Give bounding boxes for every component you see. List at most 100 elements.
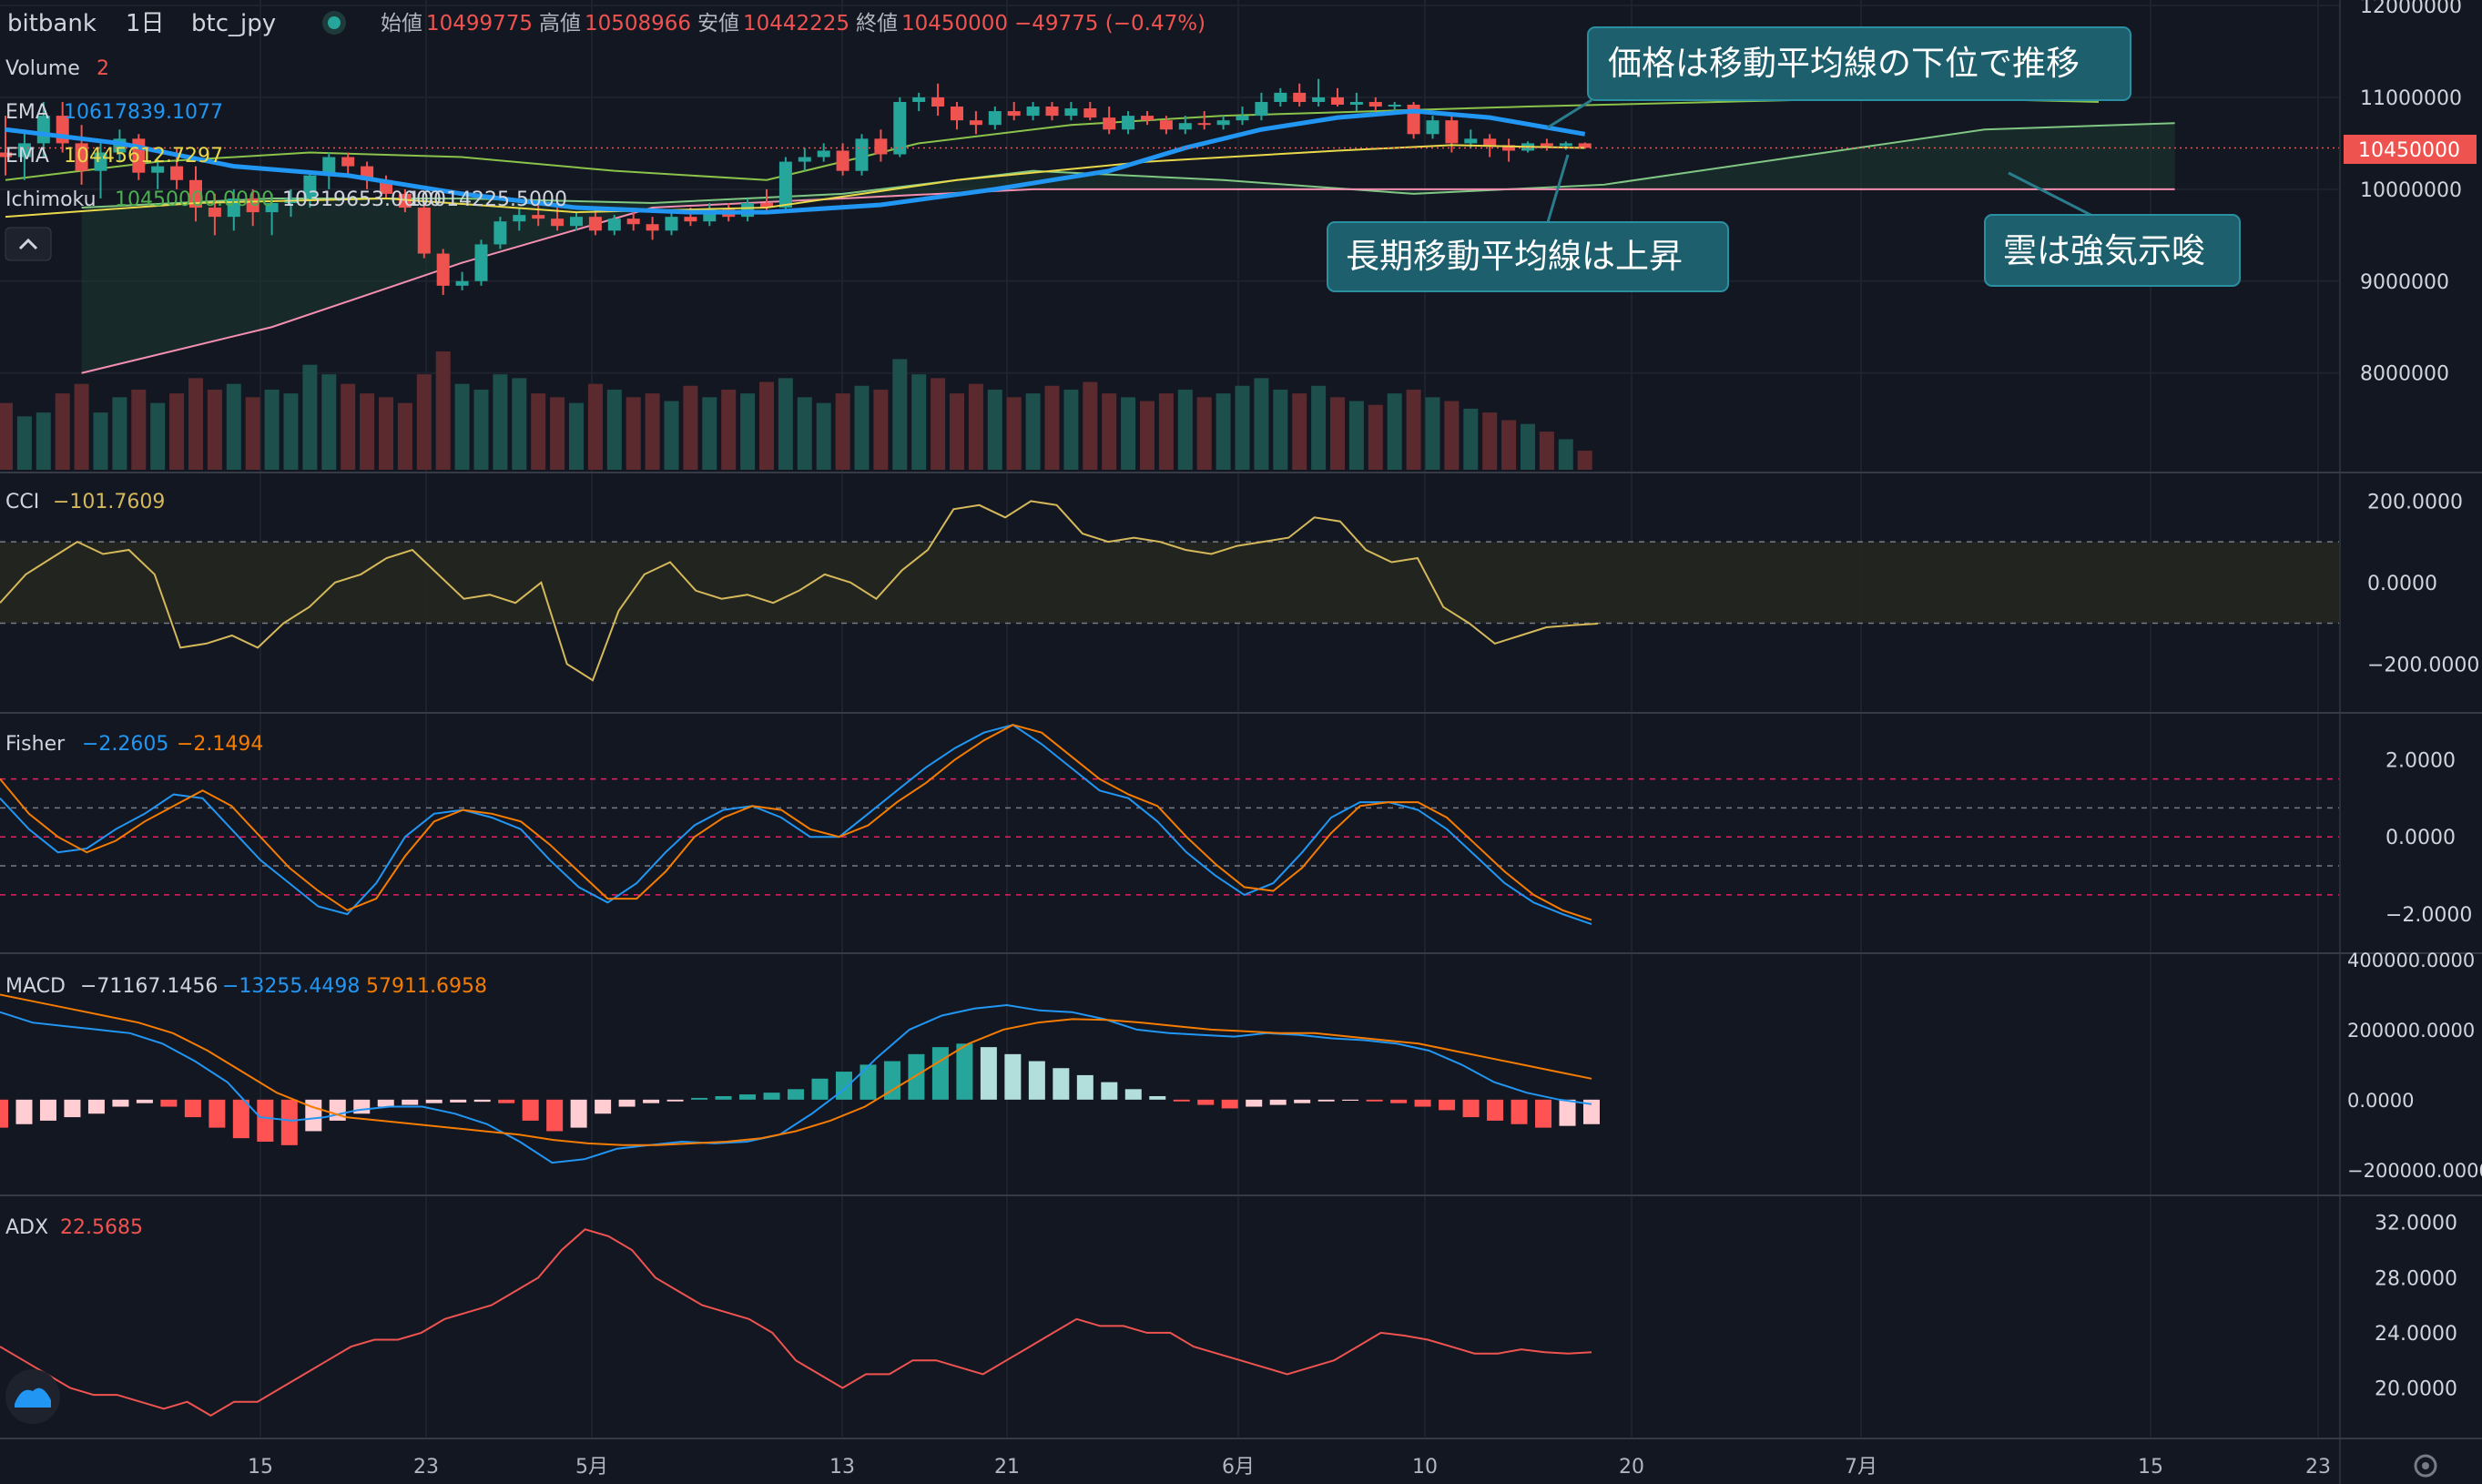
- candle-body[interactable]: [855, 138, 869, 171]
- candle-body[interactable]: [1349, 101, 1363, 106]
- candle-body[interactable]: [1483, 138, 1497, 146]
- candle-body[interactable]: [778, 161, 792, 208]
- ema1-legend-label[interactable]: EMA: [5, 101, 49, 124]
- candle-body[interactable]: [741, 203, 755, 218]
- candle-body[interactable]: [1464, 138, 1478, 144]
- candle-body[interactable]: [1064, 108, 1078, 117]
- macd-pane[interactable]: [0, 993, 1600, 1164]
- candle-body[interactable]: [455, 280, 469, 286]
- candle-body[interactable]: [1331, 97, 1344, 106]
- candle-body[interactable]: [836, 150, 849, 171]
- macd-legend-label[interactable]: MACD: [5, 975, 66, 998]
- candle-body[interactable]: [665, 217, 678, 231]
- candle-body[interactable]: [1122, 116, 1135, 130]
- candle-body[interactable]: [931, 97, 945, 107]
- interval-label[interactable]: 1日: [126, 10, 165, 37]
- candle-body[interactable]: [0, 152, 12, 158]
- candle-body[interactable]: [208, 208, 221, 218]
- candle-body[interactable]: [1197, 123, 1211, 126]
- candle-body[interactable]: [1559, 143, 1572, 147]
- ema-fast-line[interactable]: [5, 108, 1586, 215]
- candle-body[interactable]: [570, 217, 583, 227]
- candle-body[interactable]: [1255, 101, 1268, 117]
- candle-body[interactable]: [1216, 120, 1230, 126]
- candle-body[interactable]: [474, 244, 488, 281]
- candle-body[interactable]: [532, 215, 545, 219]
- pair-label[interactable]: btc_jpy: [191, 10, 276, 37]
- cci-line[interactable]: [0, 500, 1599, 682]
- candle-body[interactable]: [684, 217, 697, 222]
- fisher-trigger-line[interactable]: [0, 724, 1592, 921]
- candle-body[interactable]: [436, 253, 450, 286]
- candle-body[interactable]: [760, 203, 773, 208]
- candle-body[interactable]: [588, 217, 602, 231]
- candle-body[interactable]: [1045, 107, 1059, 117]
- candle-body[interactable]: [170, 166, 184, 180]
- candle-body[interactable]: [1388, 105, 1401, 107]
- candle-body[interactable]: [1083, 108, 1097, 118]
- candle-body[interactable]: [1274, 92, 1287, 102]
- candle-body[interactable]: [551, 219, 565, 227]
- macd-signal-line[interactable]: [0, 993, 1592, 1146]
- candle-body[interactable]: [1236, 116, 1249, 121]
- candle-body[interactable]: [893, 101, 907, 155]
- candle-body[interactable]: [798, 157, 811, 162]
- callout-below-ma[interactable]: 価格は移動平均線の下位で推移: [1547, 26, 2131, 129]
- cci-pane[interactable]: [0, 500, 2340, 682]
- candle-body[interactable]: [17, 143, 31, 158]
- candle-body[interactable]: [75, 143, 88, 171]
- macd-line[interactable]: [0, 1003, 1592, 1164]
- adx-pane[interactable]: [0, 1228, 1592, 1417]
- cci-legend-label[interactable]: CCI: [5, 491, 39, 513]
- candle-body[interactable]: [874, 138, 888, 155]
- candle-body[interactable]: [951, 107, 963, 121]
- candle-body[interactable]: [322, 157, 336, 176]
- candle-body[interactable]: [398, 193, 412, 208]
- candle-body[interactable]: [988, 111, 1002, 126]
- fisher-legend-label[interactable]: Fisher: [5, 733, 66, 756]
- candle-body[interactable]: [1026, 107, 1040, 117]
- main-price-pane[interactable]: [0, 78, 2340, 470]
- candle-body[interactable]: [341, 157, 355, 167]
- candle-body[interactable]: [1426, 120, 1439, 135]
- callout-long-ma-up[interactable]: 長期移動平均線は上昇: [1327, 154, 1729, 292]
- callout-cloud-bull[interactable]: 雲は強気示唆: [1984, 171, 2241, 287]
- candle-body[interactable]: [1159, 120, 1173, 130]
- candle-body[interactable]: [265, 203, 279, 213]
- candle-body[interactable]: [1103, 117, 1116, 130]
- fisher-pane[interactable]: [0, 724, 2340, 926]
- candle-body[interactable]: [1178, 123, 1192, 130]
- candle-body[interactable]: [646, 224, 659, 231]
- fisher-line[interactable]: [0, 724, 1592, 926]
- candle-body[interactable]: [1578, 143, 1592, 148]
- volume-legend-label[interactable]: Volume: [5, 57, 80, 80]
- candle-body[interactable]: [151, 166, 165, 173]
- candle-body[interactable]: [513, 215, 526, 222]
- candle-body[interactable]: [626, 219, 640, 225]
- candle-body[interactable]: [303, 175, 317, 198]
- settings-gear-icon[interactable]: [2414, 1454, 2437, 1478]
- candle-body[interactable]: [1007, 111, 1021, 117]
- adx-line[interactable]: [0, 1228, 1592, 1417]
- candle-body[interactable]: [817, 150, 830, 158]
- collapse-legend-button[interactable]: [5, 227, 52, 261]
- candle-body[interactable]: [1312, 97, 1326, 102]
- candle-body[interactable]: [417, 208, 431, 254]
- ichimoku-legend-label[interactable]: Ichimoku: [5, 188, 97, 211]
- candle-body[interactable]: [493, 221, 507, 245]
- adx-legend-label[interactable]: ADX: [5, 1216, 48, 1239]
- candle-body[interactable]: [1368, 101, 1382, 107]
- candle-body[interactable]: [94, 152, 107, 171]
- candle-body[interactable]: [607, 219, 621, 231]
- candle-body[interactable]: [1141, 116, 1154, 121]
- ema2-legend-label[interactable]: EMA: [5, 145, 49, 168]
- candle-body[interactable]: [969, 120, 982, 126]
- candle-body[interactable]: [1293, 92, 1307, 102]
- candle-body[interactable]: [912, 97, 926, 102]
- candle-body[interactable]: [1445, 120, 1459, 144]
- symbol-label[interactable]: bitbank: [7, 10, 97, 37]
- candle-body[interactable]: [189, 179, 202, 208]
- volume-bar: [1196, 397, 1212, 470]
- candle-body[interactable]: [1540, 143, 1553, 147]
